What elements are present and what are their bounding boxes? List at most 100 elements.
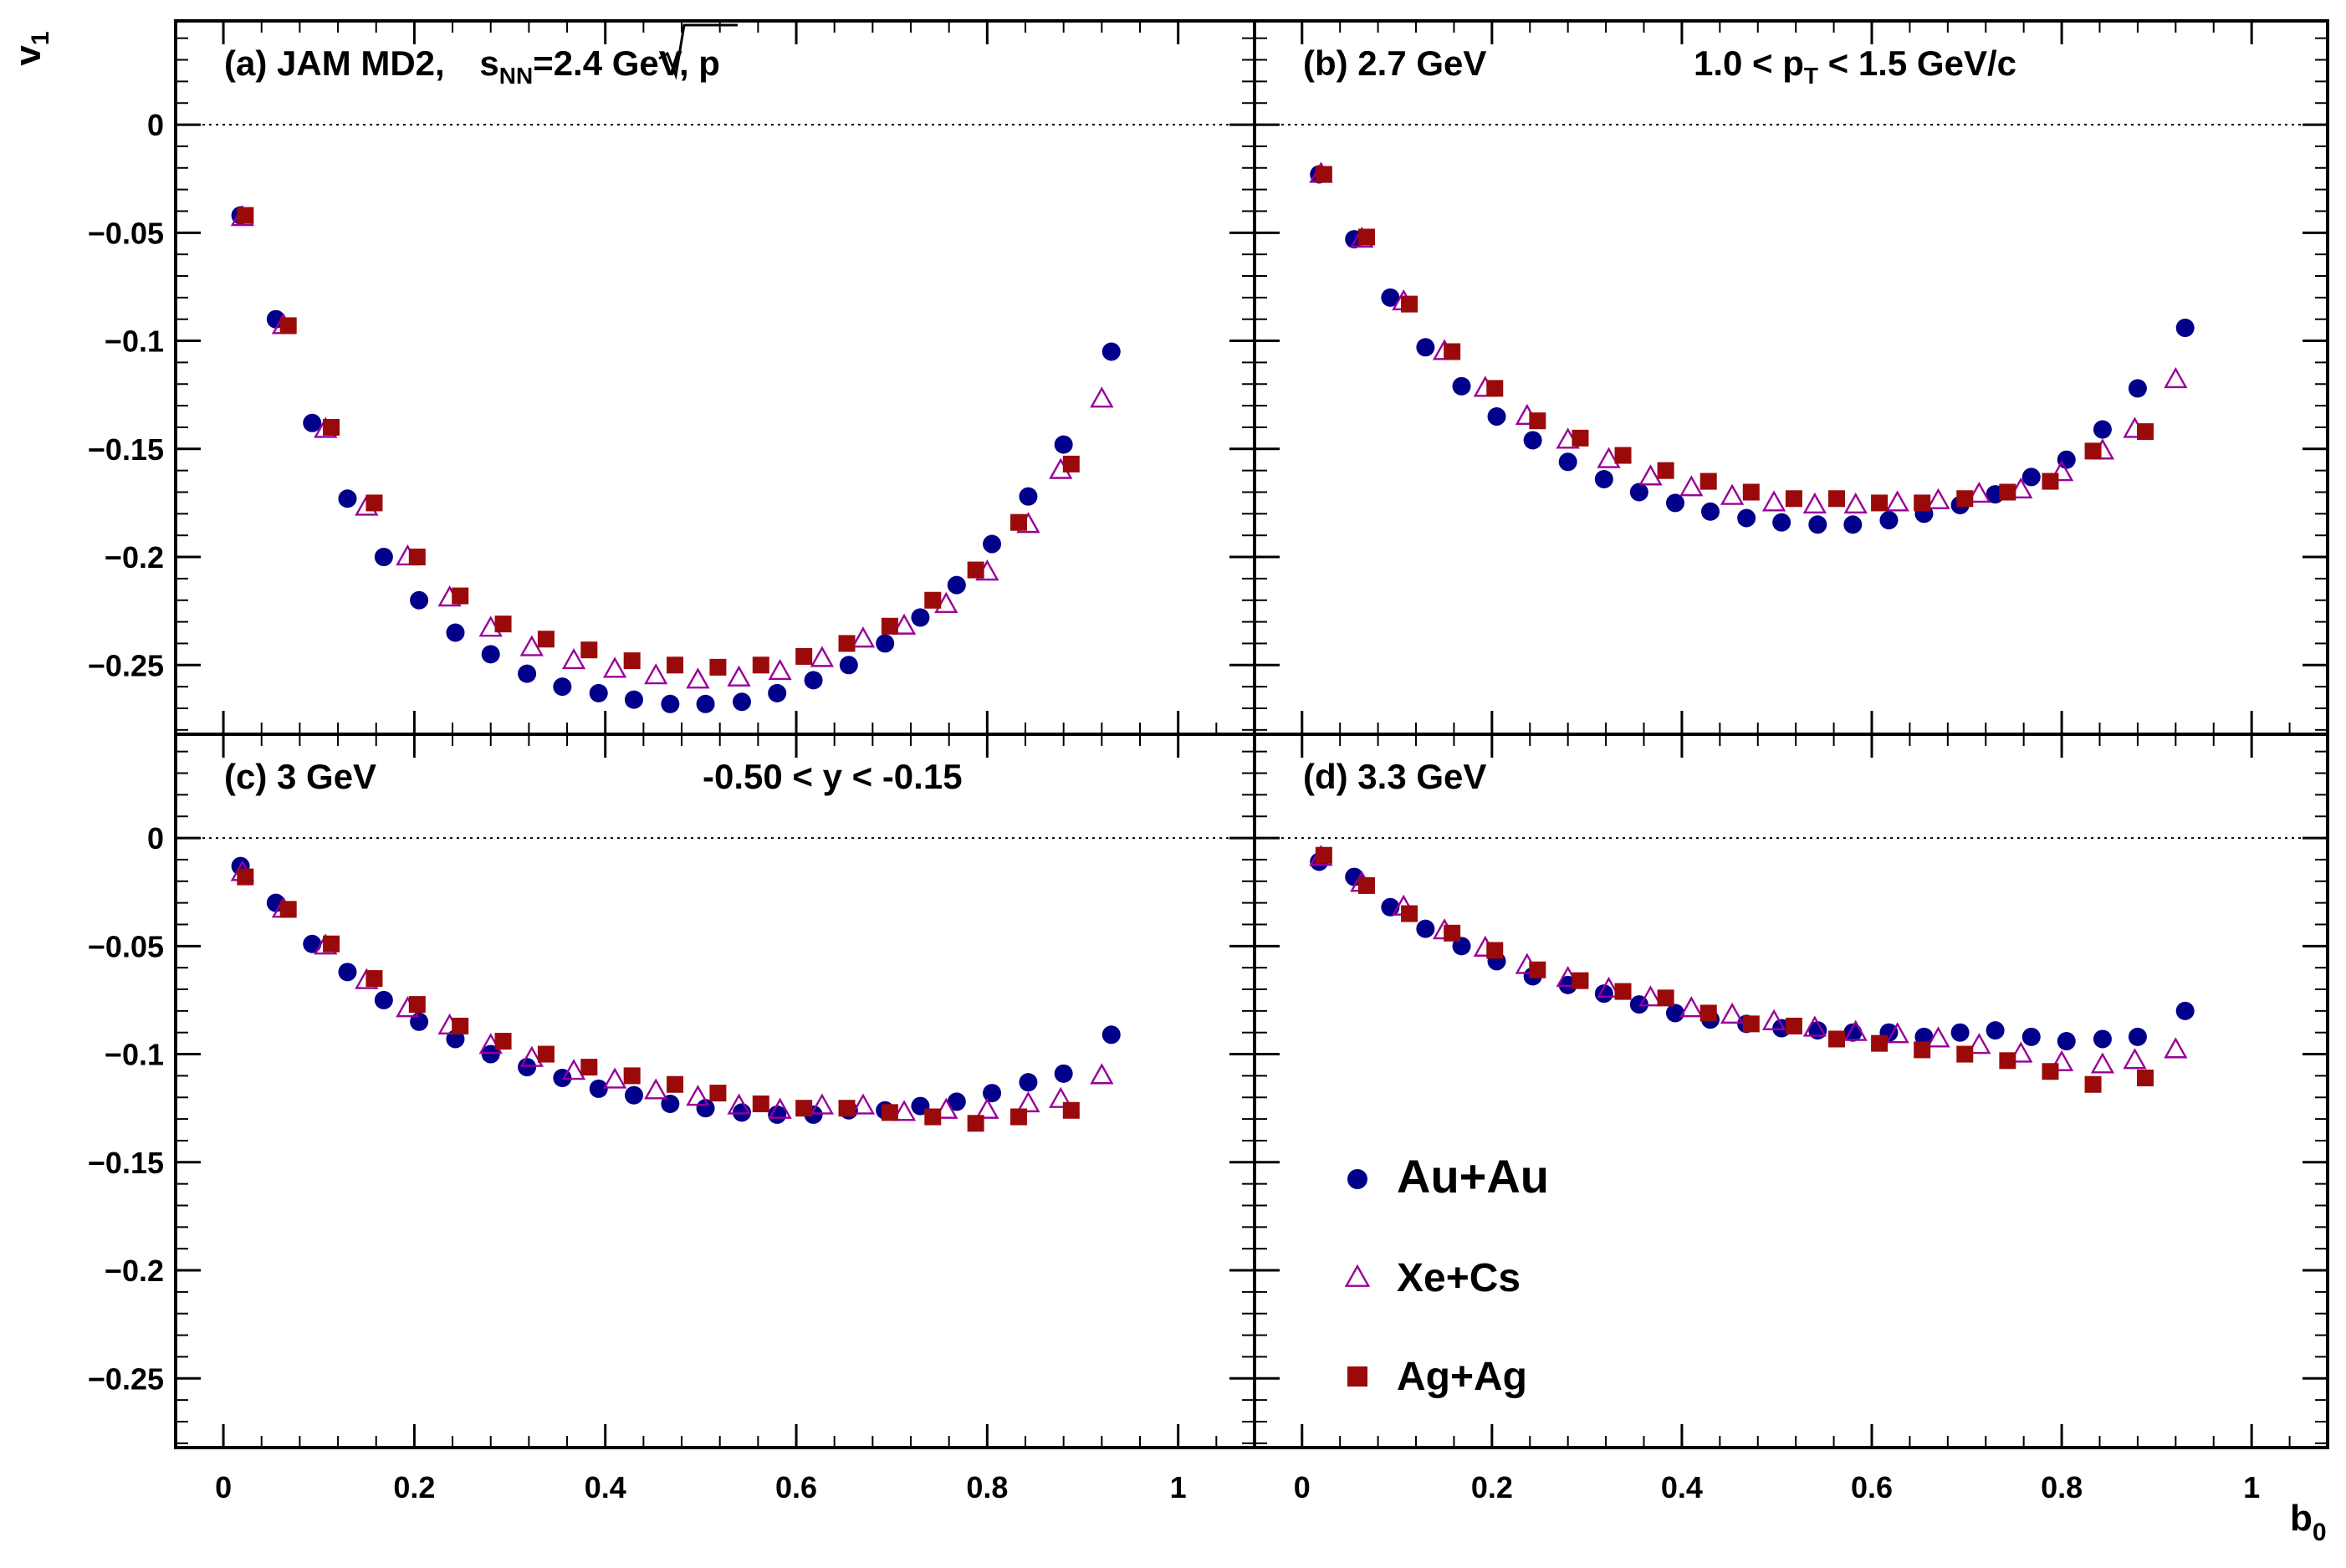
data-point-ag-ag [1529,412,1546,430]
x-tick-label: 0.6 [1851,1470,1893,1504]
data-point-au-au [374,548,393,567]
data-point-au-au [1101,1025,1121,1044]
series-au-au [1310,165,2195,534]
data-point-ag-ag [1742,483,1760,501]
data-point-xe-cs [1597,976,1621,999]
data-point-au-au [804,671,823,690]
data-point-xe-cs [2164,366,2188,389]
y-tick-label: 0 [147,108,164,142]
data-point-ag-ag [838,635,856,652]
data-point-ag-ag [1010,1108,1028,1126]
y-tick-label: −0.15 [88,432,164,467]
data-point-ag-ag [237,868,254,886]
data-point-ag-ag [795,647,813,665]
panel-frame [174,19,1256,736]
data-point-au-au [1879,511,1899,530]
data-point-ag-ag [623,652,641,670]
data-point-au-au [1594,469,1613,488]
x-tick-label: 0 [1294,1470,1311,1504]
data-point-ag-ag [1614,983,1632,1000]
data-point-au-au [2093,420,2112,439]
data-point-au-au [338,963,357,982]
data-point-ag-ag [1357,228,1375,246]
data-point-ag-ag [1572,429,1589,447]
data-point-ag-ag [1315,846,1332,864]
data-point-au-au [1487,407,1506,426]
series-xe-cs [230,205,1114,689]
data-point-au-au [1986,1021,2005,1040]
data-point-au-au [481,1044,500,1064]
legend-marker-ag-ag [1347,1366,1367,1387]
data-point-ag-ag [1486,380,1504,397]
data-point-xe-cs [2123,1048,2147,1070]
data-point-ag-ag [1010,513,1028,531]
data-point-xe-cs [1090,1063,1114,1085]
data-point-ag-ag [580,641,598,659]
legend-label: Xe+Cs [1397,1256,1521,1300]
data-point-au-au [1558,452,1577,472]
data-point-au-au [696,1099,715,1118]
data-point-au-au [1054,1064,1073,1083]
x-tick-label: 0.2 [1471,1470,1513,1504]
x-tick-label: 0.4 [1661,1470,1703,1504]
data-point-xe-cs [851,626,876,648]
data-point-xe-cs [644,663,668,685]
data-point-xe-cs [2049,1050,2074,1071]
data-point-ag-ag [2042,472,2059,490]
data-point-ag-ag [2137,423,2154,441]
data-point-ag-ag [1785,1017,1802,1034]
panel-a: 0 −0.05 −0.1 −0.15 −0.2 −0.25 (a) JAM MD2, sNN… [88,19,1256,736]
data-point-ag-ag [1062,455,1080,472]
data-point-xe-cs [2090,1052,2115,1074]
y-tick-label: −0.1 [105,324,164,359]
series-ag-ag [237,207,1080,676]
data-point-au-au [1101,342,1121,361]
data-point-ag-ag [1401,295,1418,313]
data-point-xe-cs [1843,1019,1868,1041]
data-point-xe-cs [1802,492,1827,514]
data-point-xe-cs [892,1100,917,1121]
data-point-ag-ag [2042,1063,2059,1080]
data-point-ag-ag [1871,1034,1889,1052]
data-point-au-au [410,590,429,610]
y-tick-label: −0.2 [105,1254,164,1288]
data-point-au-au [768,683,787,702]
data-point-xe-cs [602,656,627,678]
data-point-au-au [303,413,322,432]
data-point-ag-ag [1699,472,1717,490]
data-point-xe-cs [810,646,835,667]
data-point-xe-cs [1090,386,1114,408]
y-tick-label: −0.15 [88,1146,164,1180]
data-point-au-au [2093,1029,2112,1049]
data-point-ag-ag [537,631,555,648]
data-point-ag-ag [1871,494,1889,512]
y-tick-label: −0.05 [88,216,164,250]
data-point-ag-ag [323,418,340,436]
data-point-au-au [2021,467,2041,487]
x-tick-label: 0.8 [966,1470,1008,1504]
data-point-xe-cs [2164,1037,2188,1059]
panel-annotation: 1.0 < pT < 1.5 GeV/c [1694,43,2016,89]
data-point-xe-cs [1843,492,1868,514]
data-point-au-au [661,694,680,713]
y-tick-label: −0.1 [105,1038,164,1072]
data-point-ag-ag [1357,876,1375,894]
data-point-au-au [1700,502,1720,521]
data-point-xe-cs [727,1093,751,1115]
data-point-au-au [338,489,357,508]
series-ag-ag [1315,846,2154,1093]
data-point-ag-ag [924,1108,942,1126]
panel-annotation: -0.50 < y < -0.15 [703,757,963,796]
data-point-au-au [481,645,500,664]
data-point-au-au [1523,431,1542,450]
data-point-xe-cs [1638,464,1663,486]
data-point-au-au [2128,1027,2147,1046]
data-point-ag-ag [1956,1045,1974,1063]
data-point-au-au [839,656,858,675]
data-point-ag-ag [1657,989,1674,1007]
data-point-au-au [983,1084,1002,1103]
data-point-au-au [1054,435,1073,454]
data-point-ag-ag [881,1104,898,1121]
data-point-ag-ag [1444,924,1461,942]
